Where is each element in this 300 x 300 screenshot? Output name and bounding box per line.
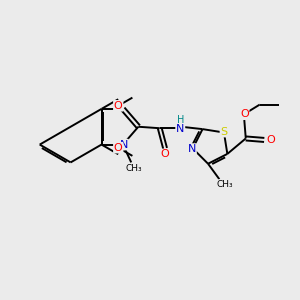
Text: CH₃: CH₃ [216, 180, 233, 189]
Text: N: N [188, 144, 196, 154]
Text: O: O [240, 109, 249, 119]
Text: O: O [266, 135, 275, 145]
Text: S: S [220, 127, 227, 136]
Text: H: H [177, 115, 184, 125]
Text: O: O [114, 101, 123, 111]
Text: O: O [161, 149, 170, 159]
Text: N: N [120, 140, 128, 150]
Text: N: N [176, 124, 184, 134]
Text: CH₃: CH₃ [125, 164, 142, 173]
Text: O: O [114, 143, 123, 153]
